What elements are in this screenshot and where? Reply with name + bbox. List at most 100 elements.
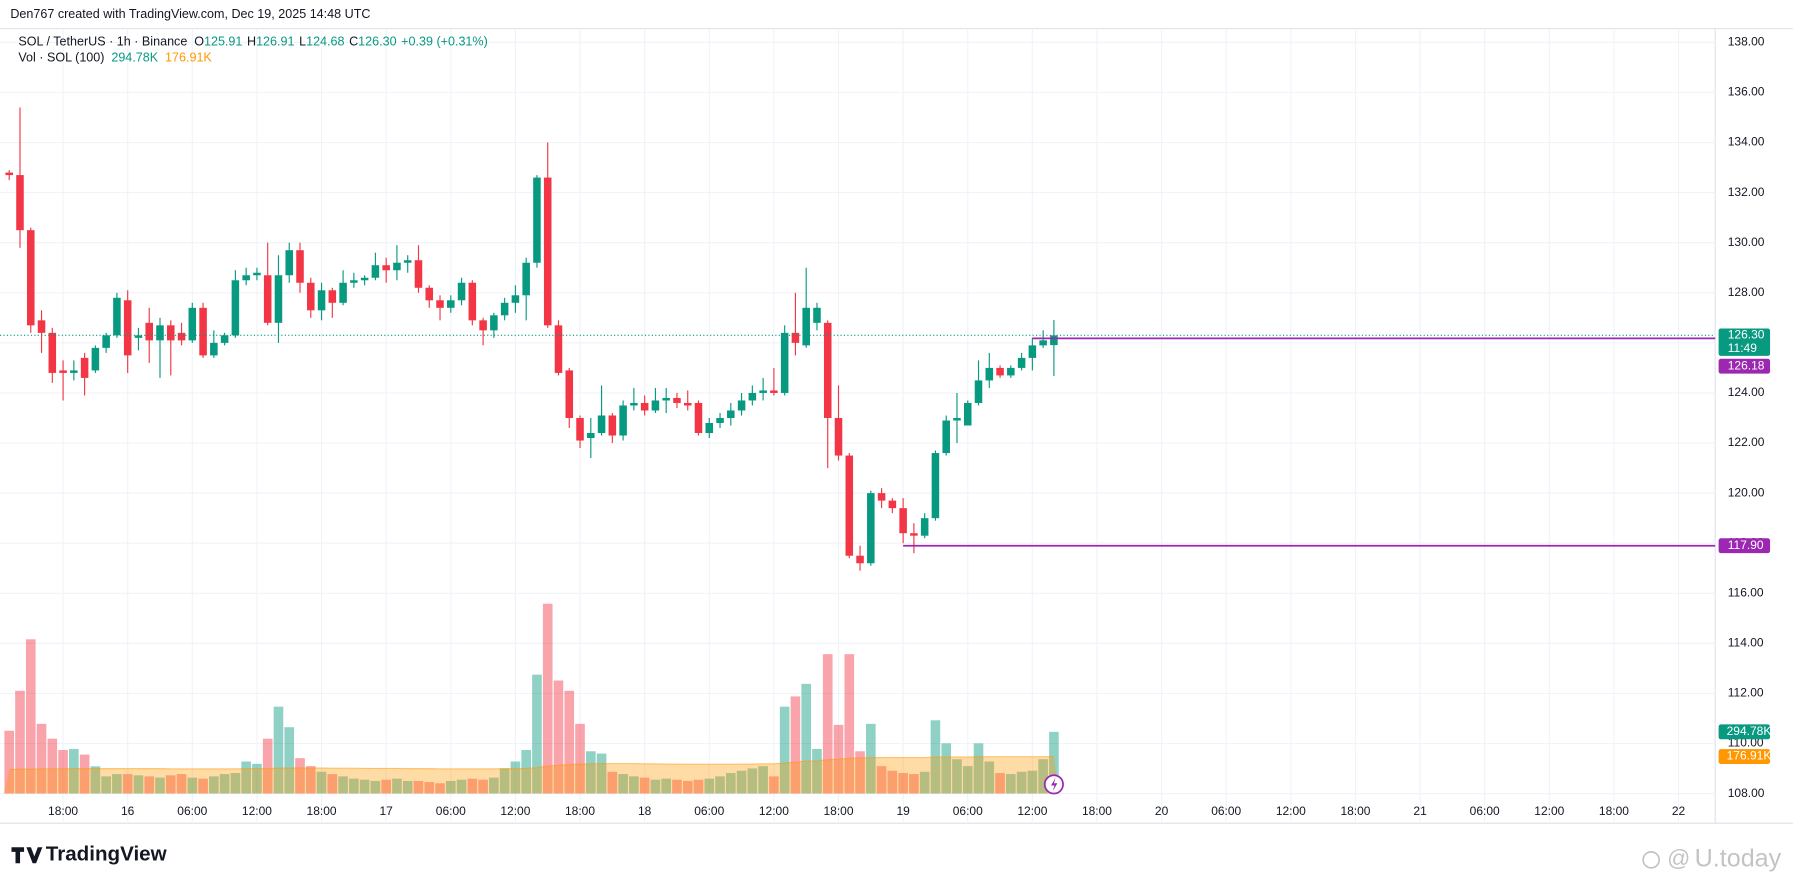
- volume-bar: [413, 780, 424, 794]
- volume-bar: [209, 776, 219, 794]
- volume-bar: [370, 780, 381, 794]
- candle-body: [587, 433, 595, 439]
- candle-body: [651, 400, 660, 411]
- candle-body: [220, 335, 229, 343]
- volume-ma-box: [1718, 749, 1771, 764]
- volume-bar: [607, 771, 618, 794]
- volume-bar: [898, 773, 908, 794]
- candle-body: [619, 405, 627, 436]
- volume-bar: [779, 706, 790, 794]
- countdown-label: 11:49: [1728, 341, 1757, 355]
- candle-body: [91, 347, 100, 371]
- candle-body: [748, 392, 757, 401]
- candle-body: [307, 282, 315, 311]
- candle-body: [457, 282, 466, 301]
- candle-body: [177, 332, 186, 341]
- volume-bar: [1049, 731, 1059, 794]
- volume-bar: [532, 674, 542, 794]
- candle-body: [393, 262, 401, 271]
- credit: Den767 created with TradingView.com, Dec…: [10, 7, 370, 21]
- level-box: [1718, 538, 1771, 554]
- candle-body: [360, 277, 369, 281]
- volume-bar: [402, 780, 413, 794]
- watermark-icon: [1642, 850, 1661, 869]
- candle-body: [263, 275, 272, 323]
- candle-body: [996, 367, 1004, 376]
- change-value: +0.39 (+0.31%): [401, 35, 488, 49]
- candle-body: [985, 367, 994, 381]
- symbol: SOL / TetherUS · 1h · Binance: [18, 35, 187, 49]
- x-tick-label: 20: [1155, 804, 1169, 818]
- volume-bar: [230, 773, 241, 794]
- candle-body: [167, 325, 175, 341]
- candle-body: [26, 230, 35, 326]
- x-tick-label: 18:00: [1082, 804, 1112, 818]
- volume-bar: [155, 777, 165, 794]
- candle-body: [910, 533, 918, 536]
- volume-bar: [769, 776, 779, 794]
- volume-bar: [122, 774, 133, 794]
- level-label: 117.90: [1728, 538, 1764, 552]
- candle-body: [662, 397, 670, 401]
- candle-body: [974, 380, 983, 403]
- volume-pane: [3, 603, 1060, 794]
- candle-body: [48, 332, 57, 373]
- candle-body: [856, 555, 864, 564]
- volume-bar: [618, 774, 628, 794]
- candle-body: [597, 415, 606, 434]
- watermark-text: U.today: [1695, 844, 1782, 872]
- candle-body: [877, 493, 886, 501]
- x-tick-label: 12:00: [500, 804, 530, 818]
- o-label: O: [194, 35, 204, 49]
- y-tick-label: 138.00: [1728, 35, 1765, 49]
- open-value: 125.91: [204, 35, 242, 49]
- y-tick-label: 132.00: [1728, 185, 1765, 199]
- volume-bar: [176, 774, 187, 794]
- volume-bar: [338, 776, 348, 794]
- x-tick-label: 12:00: [759, 804, 789, 818]
- volume-bar: [790, 696, 801, 794]
- candles: [5, 107, 1058, 571]
- candle-body: [888, 500, 897, 509]
- volume-bar: [435, 783, 445, 794]
- volume-bar: [672, 779, 682, 794]
- volume-bar: [58, 749, 68, 794]
- candle-body: [403, 260, 412, 263]
- candle-body: [845, 455, 854, 556]
- x-tick-label: 12:00: [1017, 804, 1047, 818]
- volume-bar: [273, 706, 284, 794]
- low-value: 124.68: [306, 35, 344, 49]
- volume-bar: [801, 683, 812, 794]
- candle-body: [640, 402, 649, 411]
- volume-bar: [262, 738, 273, 794]
- x-tick-label: 06:00: [436, 804, 466, 818]
- legend-main: SOL / TetherUS · 1h · Binance O125.91 H126…: [18, 35, 487, 49]
- volume-bar: [36, 723, 47, 794]
- volume-bar: [133, 775, 144, 794]
- volume-ma-line: [9, 755, 1054, 771]
- y-tick-label: 128.00: [1728, 285, 1765, 299]
- close-value: 126.30: [358, 35, 396, 49]
- candle-body: [37, 320, 46, 333]
- volume-bar: [575, 723, 585, 794]
- c-label: C: [349, 35, 358, 49]
- volume-ma-value: 176.91K: [165, 51, 212, 65]
- volume-bar: [661, 778, 672, 794]
- volume-bar: [876, 766, 887, 794]
- candle-body: [716, 417, 724, 424]
- volume-bar: [521, 749, 531, 794]
- volume-bar: [424, 782, 435, 794]
- candle-body: [867, 493, 875, 564]
- volume-bar: [909, 774, 919, 794]
- candle-body: [274, 275, 283, 323]
- brand-logo: TradingView: [11, 843, 168, 866]
- y-tick-label: 136.00: [1728, 85, 1765, 99]
- candle-body: [683, 402, 692, 406]
- candle-body: [328, 290, 337, 303]
- candle-body: [80, 357, 89, 378]
- volume-bar: [919, 771, 930, 794]
- volume-bar: [1027, 770, 1038, 794]
- overlays: [0, 334, 1716, 547]
